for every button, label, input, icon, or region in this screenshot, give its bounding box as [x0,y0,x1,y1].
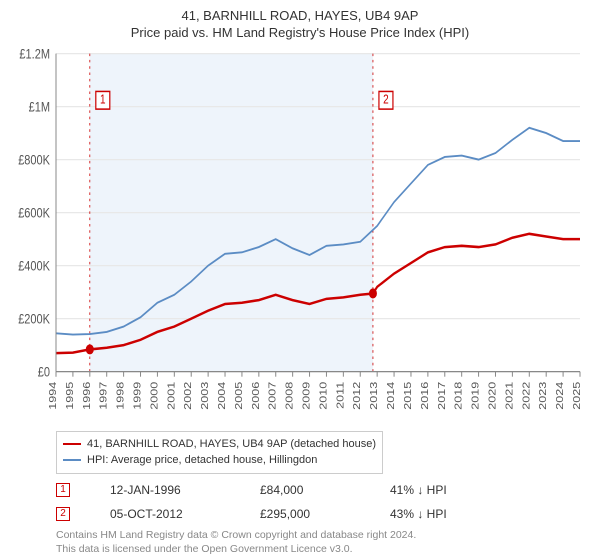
svg-text:2013: 2013 [369,382,380,410]
sale-row: 2 05-OCT-2012 £295,000 43% ↓ HPI [56,502,590,526]
sale-pct: 43% ↓ HPI [390,507,447,521]
svg-text:2011: 2011 [335,382,346,409]
legend-item: 41, BARNHILL ROAD, HAYES, UB4 9AP (detac… [63,436,376,453]
svg-text:1997: 1997 [99,382,110,410]
sale-price: £84,000 [260,483,350,497]
svg-text:£400K: £400K [18,258,50,274]
svg-text:2021: 2021 [504,382,515,410]
svg-text:2016: 2016 [420,382,431,410]
legend-swatch [63,459,81,461]
svg-text:£1.2M: £1.2M [19,46,50,62]
svg-text:2000: 2000 [150,382,161,410]
svg-text:2019: 2019 [471,382,482,410]
footer-line1: Contains HM Land Registry data © Crown c… [56,528,590,542]
svg-text:£200K: £200K [18,311,50,327]
svg-text:1: 1 [100,94,106,107]
svg-text:2004: 2004 [217,382,228,410]
svg-text:2009: 2009 [302,382,313,410]
sale-marker: 2 [56,507,70,521]
chart-area: £0 £200K £400K £600K £800K £1M £1.2M 1994 1995 19… [10,46,590,425]
svg-text:£600K: £600K [18,205,50,221]
title-sub: Price paid vs. HM Land Registry's House … [10,25,590,40]
svg-text:2014: 2014 [386,382,397,410]
svg-text:2008: 2008 [285,382,296,410]
svg-text:1994: 1994 [48,382,59,410]
svg-text:2001: 2001 [166,382,177,410]
title-main: 41, BARNHILL ROAD, HAYES, UB4 9AP [10,8,590,23]
svg-text:1996: 1996 [82,382,93,410]
svg-text:2010: 2010 [319,382,330,410]
svg-text:2023: 2023 [538,382,549,410]
svg-text:2012: 2012 [352,382,363,410]
chart-container: 41, BARNHILL ROAD, HAYES, UB4 9AP Price … [0,0,600,560]
svg-text:2003: 2003 [200,382,211,410]
sale-date: 05-OCT-2012 [110,507,220,521]
sale-row: 1 12-JAN-1996 £84,000 41% ↓ HPI [56,478,590,502]
legend-item: HPI: Average price, detached house, Hill… [63,452,376,469]
sale-pct: 41% ↓ HPI [390,483,447,497]
legend: 41, BARNHILL ROAD, HAYES, UB4 9AP (detac… [56,431,383,474]
title-block: 41, BARNHILL ROAD, HAYES, UB4 9AP Price … [10,8,590,40]
svg-text:2002: 2002 [183,382,194,410]
svg-text:2025: 2025 [572,382,583,410]
svg-text:2015: 2015 [403,382,414,410]
svg-text:£800K: £800K [18,152,50,168]
sales-table: 1 12-JAN-1996 £84,000 41% ↓ HPI 2 05-OCT-2012… [56,478,590,526]
legend-swatch [63,443,81,445]
sale-date: 12-JAN-1996 [110,483,220,497]
legend-label: 41, BARNHILL ROAD, HAYES, UB4 9AP (detac… [87,436,376,453]
footer-line2: This data is licensed under the Open Gov… [56,542,590,556]
svg-text:2005: 2005 [234,382,245,410]
svg-text:1995: 1995 [65,382,76,410]
legend-label: HPI: Average price, detached house, Hill… [87,452,317,469]
svg-text:1999: 1999 [133,382,144,410]
sale-marker: 1 [56,483,70,497]
svg-text:£1M: £1M [29,99,50,115]
svg-text:2020: 2020 [488,382,499,410]
svg-text:2007: 2007 [268,382,279,410]
svg-text:1998: 1998 [116,382,127,410]
sale-price: £295,000 [260,507,350,521]
footer: Contains HM Land Registry data © Crown c… [56,528,590,556]
svg-text:2006: 2006 [251,382,262,410]
svg-text:2024: 2024 [555,382,566,410]
svg-text:£0: £0 [38,364,50,380]
svg-text:2018: 2018 [454,382,465,410]
svg-text:2022: 2022 [521,382,532,410]
svg-text:2: 2 [383,94,389,107]
line-chart: £0 £200K £400K £600K £800K £1M £1.2M 1994 1995 19… [10,46,590,425]
svg-text:2017: 2017 [437,382,448,410]
